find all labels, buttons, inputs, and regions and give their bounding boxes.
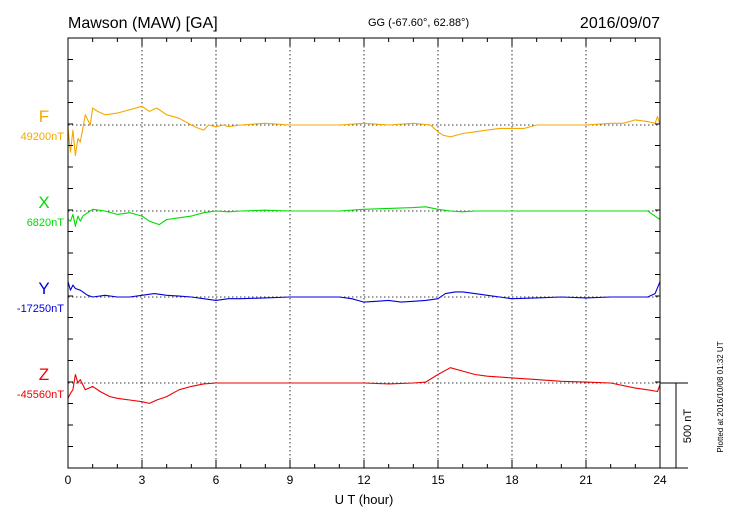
series-z-baseline: -45560nT [17,389,64,401]
chart-title: Mawson (MAW) [GA] [68,15,218,32]
x-tick-label: 15 [431,473,445,487]
series-y-baseline: -17250nT [17,303,64,315]
x-tick-label: 0 [65,473,72,487]
x-tick-label: 12 [357,473,371,487]
x-tick-label: 21 [579,473,593,487]
x-tick-label: 9 [287,473,294,487]
series-f-line [67,105,661,157]
series-f-name: F [39,107,49,126]
scale-bar: 500 nT [660,382,694,469]
series-y-line [67,281,661,303]
plotted-note: Plotted at 2016/10/08 01:32 UT [716,341,725,452]
series-f-baseline: 49200nT [21,131,65,143]
series-x-line [67,206,661,227]
series-x-name: X [38,193,49,212]
x-tick-label: 3 [139,473,146,487]
series-layer [67,105,661,404]
series-x-baseline: 6820nT [27,217,65,229]
series-z-name: Z [39,365,49,384]
x-tick-label: 24 [653,473,667,487]
x-tick-label: 18 [505,473,519,487]
x-tick-label: 6 [213,473,220,487]
series-y-name: Y [38,279,49,298]
scale-bar-label: 500 nT [682,409,694,444]
chart-date: 2016/09/07 [580,15,660,32]
series-labels: F 49200nT X 6820nT Y -17250nT Z -45560nT [17,107,64,401]
axis-ticks: 0 3 6 9 12 15 18 21 24 [65,38,667,487]
chart-coords: GG (-67.60°, 62.88°) [368,17,469,29]
series-z-line [67,367,661,404]
grid-lines [68,38,660,468]
x-axis-label: U T (hour) [335,492,394,507]
